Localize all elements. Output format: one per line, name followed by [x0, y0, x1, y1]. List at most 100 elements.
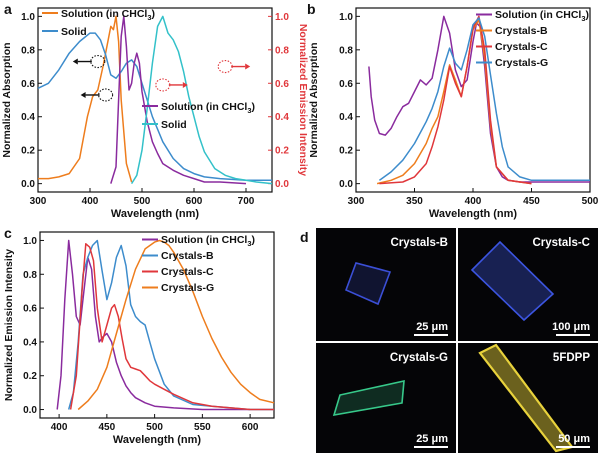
- y-axis-label: Normalized Emission Intensity: [3, 249, 15, 401]
- series-line-solution-in-chcl3-: [368, 15, 590, 183]
- x-tick-label: 400: [51, 422, 68, 433]
- y-tick-label: 1.0: [339, 12, 353, 23]
- panel-d-letter: d: [300, 229, 309, 245]
- x-tick-label: 300: [348, 196, 365, 207]
- y-tick-label: 1.0: [23, 236, 37, 247]
- y-right-axis-label: Normalized Emission Intensity: [297, 24, 309, 176]
- plot-frame: [39, 231, 275, 419]
- panel-a-chart: 300 400 500 600 700 0.0 0.2 0.4 0.6 0.8 1.0 0.0 0.2 0…: [1, 7, 309, 220]
- y-tick-label: 0.2: [339, 146, 353, 157]
- legend-label: Solid: [161, 119, 187, 131]
- panel-c-chart: 400 450 500 550 600 0.0 0.2 0.4 0.6 0.8 1.0 Wavelen…: [3, 231, 275, 446]
- series-line-solution-in-chcl3-: [38, 15, 133, 183]
- series-line-crystals-b: [67, 239, 274, 411]
- micrograph-label: Crystals-B: [390, 237, 448, 249]
- x-tick-label: 500: [582, 196, 599, 207]
- y-tick-label: 0.8: [21, 45, 35, 56]
- legend-label: Solution (in CHCl3): [61, 8, 155, 22]
- x-tick-label: 500: [134, 196, 151, 207]
- y-tick-label: 0.6: [21, 79, 35, 90]
- series-line-solid: [37, 32, 272, 182]
- micrograph-label: Crystals-G: [390, 352, 448, 364]
- x-tick-label: 450: [523, 196, 540, 207]
- y-tick-label: 0.6: [339, 79, 353, 90]
- legend-label: Solution (in CHCl3): [161, 234, 255, 248]
- crystal-image: [344, 262, 392, 306]
- legend-label: Solution (in CHCl3): [161, 101, 255, 115]
- scale-bar-label: 50 μm: [558, 433, 590, 445]
- x-tick-label: 300: [30, 196, 47, 207]
- y-tick-label: 0.6: [23, 304, 37, 315]
- series-line-crystals-g: [77, 239, 275, 411]
- panel-a-letter: a: [4, 1, 12, 17]
- annotation-circle: [98, 88, 114, 102]
- panel-b-letter: b: [307, 1, 316, 17]
- y-right-tick-label: 0.2: [275, 146, 289, 157]
- micrograph-frame: [458, 228, 598, 341]
- series-line-crystals-c: [69, 243, 274, 411]
- annotation-circle: [217, 59, 233, 74]
- y-right-tick-label: 1.0: [275, 12, 289, 23]
- y-tick-label: 0.8: [339, 45, 353, 56]
- y-right-tick-label: 0.0: [275, 179, 289, 190]
- y-tick-label: 0.0: [23, 405, 37, 416]
- y-axis-label: Normalized Absorption: [1, 42, 13, 157]
- x-tick-label: 600: [242, 422, 259, 433]
- legend-label: Crystals-G: [495, 57, 548, 69]
- y-tick-label: 0.8: [23, 270, 37, 281]
- series-line-solution-in-chcl3-: [56, 239, 251, 411]
- x-tick-label: 700: [238, 196, 255, 207]
- x-tick-label: 550: [194, 422, 211, 433]
- micrograph-3: Crystals-G 25 μm: [316, 343, 456, 453]
- y-right-tick-label: 0.4: [275, 112, 289, 123]
- series-line-solid: [130, 15, 273, 185]
- crystal-image: [332, 379, 405, 417]
- micrograph-label: 5FDPP: [553, 352, 590, 364]
- legend-label: Crystals-G: [161, 282, 214, 294]
- series-line-crystals-g: [378, 17, 590, 182]
- x-tick-label: 500: [146, 422, 163, 433]
- x-axis-label: Wavelength (nm): [429, 208, 518, 220]
- y-tick-label: 0.4: [21, 112, 35, 123]
- x-tick-label: 450: [99, 422, 116, 433]
- legend-label: Crystals-C: [161, 266, 214, 278]
- y-tick-label: 0.0: [339, 179, 353, 190]
- micrograph-label: Crystals-C: [532, 237, 590, 249]
- scale-bar-label: 25 μm: [416, 433, 448, 445]
- y-tick-label: 0.2: [21, 146, 35, 157]
- series-line-solution-in-chcl3-: [110, 15, 247, 185]
- annotation-circle: [155, 78, 171, 92]
- y-tick-label: 0.0: [21, 179, 35, 190]
- x-axis-label: Wavelength (nm): [113, 434, 202, 446]
- x-tick-label: 600: [186, 196, 203, 207]
- x-tick-label: 400: [465, 196, 482, 207]
- annotation-circle: [90, 54, 106, 69]
- scale-bar-label: 100 μm: [552, 321, 590, 333]
- scale-bar-label: 25 μm: [416, 321, 448, 333]
- y-axis-label: Normalized Absorption: [308, 42, 320, 157]
- panel-c-letter: c: [4, 225, 12, 241]
- panel-d-micrographs: Crystals-B 25 μm Crystals-C 100 μm Crystals-…: [315, 227, 599, 454]
- x-tick-label: 400: [82, 196, 99, 207]
- legend-label: Crystals-C: [495, 41, 548, 53]
- micrograph-frame: [458, 343, 598, 453]
- micrograph-1: Crystals-B 25 μm: [316, 228, 456, 341]
- panel-b-chart: 300 350 400 450 500 0.0 0.2 0.4 0.6 0.8 1.0 Wavelen…: [308, 7, 599, 220]
- y-right-tick-label: 0.8: [275, 45, 289, 56]
- legend-label: Crystals-B: [161, 250, 214, 262]
- legend-label: Solid: [61, 26, 87, 38]
- annotation-arrow-head: [245, 63, 251, 70]
- plot-frame: [355, 7, 591, 193]
- series-line-crystals-c: [379, 15, 532, 185]
- y-tick-label: 0.4: [23, 337, 37, 348]
- legend-label: Crystals-B: [495, 25, 548, 37]
- annotation-arrow-head: [72, 58, 78, 65]
- legend-label: Solution (in CHCl3): [495, 9, 589, 23]
- y-tick-label: 0.4: [339, 112, 353, 123]
- x-axis-label: Wavelength (nm): [111, 208, 200, 220]
- y-right-tick-label: 0.6: [275, 79, 289, 90]
- plot-frame: [37, 7, 273, 193]
- x-tick-label: 350: [406, 196, 423, 207]
- y-tick-label: 1.0: [21, 12, 35, 23]
